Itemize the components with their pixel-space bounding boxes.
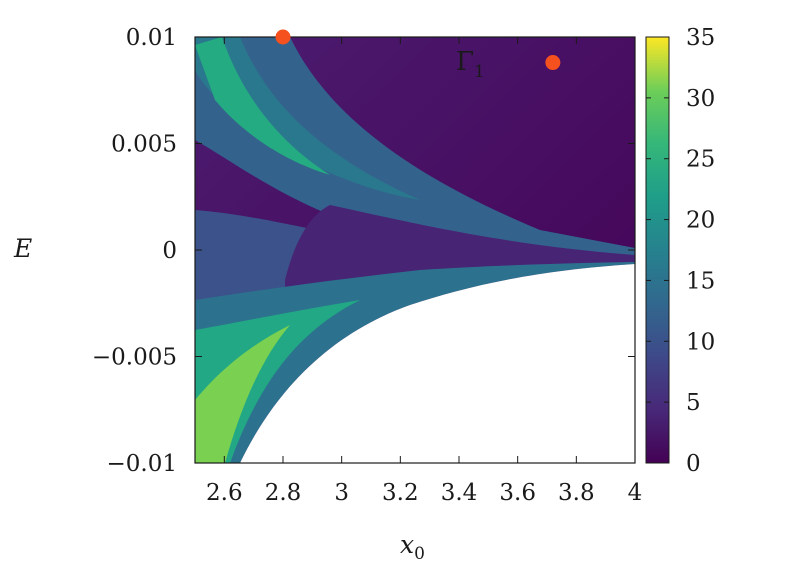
data-points [275,29,561,71]
heatmap-low-tongue [285,205,635,290]
heatmap-teal-band-upper [195,37,635,262]
x-axis-label: x0 [400,530,425,564]
heatmap-area [195,37,635,463]
colorbar-tick-label-6: 30 [686,86,715,112]
colorbar-tick-label-5: 25 [686,147,715,173]
y-tick-label-4: −0.01 [107,451,177,477]
x-tick-label-1: 2.8 [265,480,302,506]
point-marker-1 [545,55,561,71]
colorbar-axis: 0 5 10 15 20 25 30 35 [646,25,715,477]
heatmap-lower-bright [195,325,290,463]
heatmap-green-band-upper [195,37,420,200]
y-tick-label-1: 0.005 [111,132,177,158]
x-tick-label-2: 3 [334,480,349,506]
x-tick-label-4: 3.4 [441,480,478,506]
heatmap-bright-band-upper [195,37,330,175]
y-axis-label: E [13,234,32,263]
x-tick-label-5: 3.6 [499,480,536,506]
point-marker-0 [275,29,291,45]
y-tick-label-0: 0.01 [126,25,177,51]
colorbar-tick-label-4: 20 [686,208,715,234]
colorbar-tick-label-7: 35 [686,25,715,51]
colorbar-tick-label-3: 15 [686,268,715,294]
x-axis: 2.6 2.8 3 3.2 3.4 3.6 3.8 4 [206,37,642,506]
y-axis: 0.01 0.005 0 −0.005 −0.01 [92,25,635,477]
colorbar-tick-label-2: 10 [686,329,715,355]
colorbar-tick-label-0: 0 [686,451,701,477]
colorbar [645,36,670,464]
x-tick-label-3: 3.2 [382,480,419,506]
y-tick-label-2: 0 [162,238,177,264]
x-tick-label-0: 2.6 [206,480,243,506]
colorbar-tick-label-1: 5 [686,390,701,416]
heatmap-empty-region [240,264,635,463]
x-tick-label-7: 4 [628,480,643,506]
gamma-annotation: Γ1 [456,47,485,82]
y-tick-label-3: −0.005 [92,345,177,371]
x-tick-label-6: 3.8 [558,480,595,506]
